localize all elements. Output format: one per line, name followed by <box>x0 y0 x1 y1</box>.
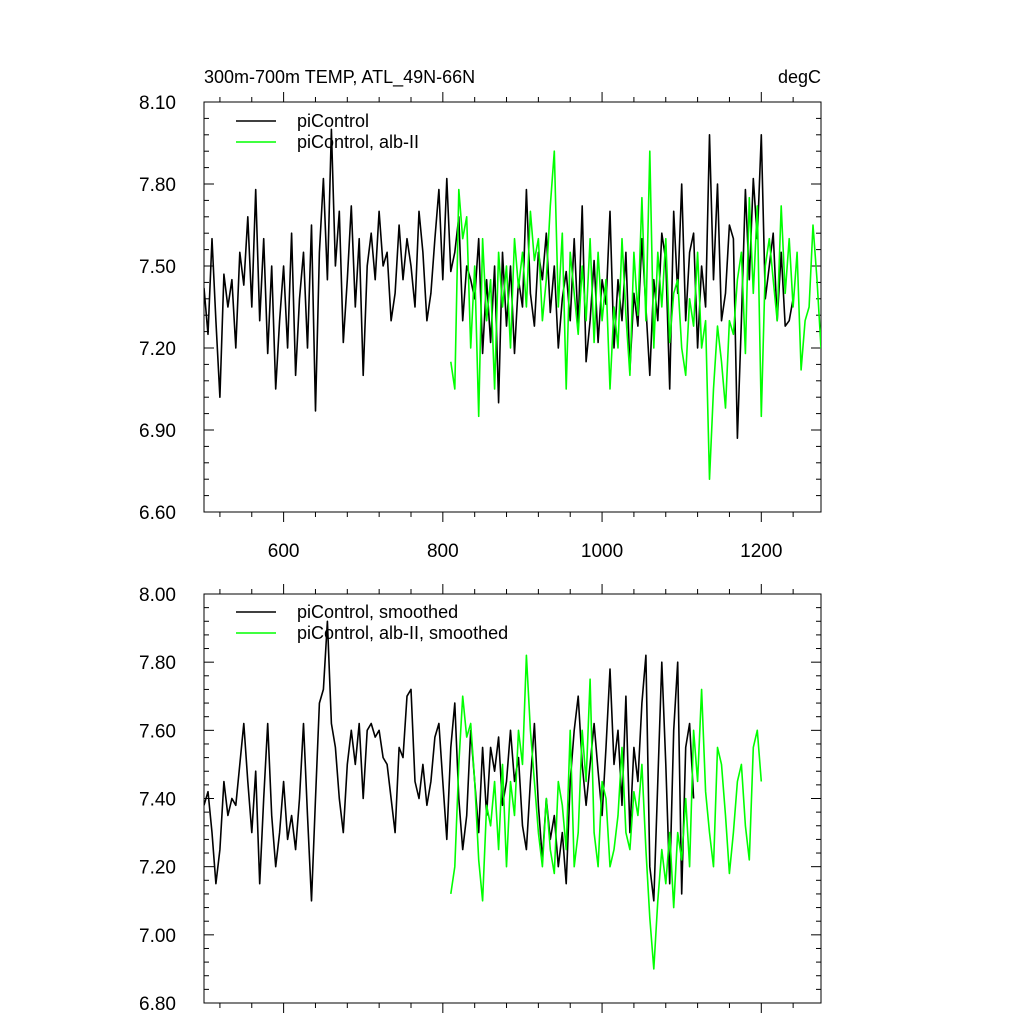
top-panel: 6.60 6.90 7.20 7.50 7.80 8.10 600 800 1000 1200 pi… <box>139 92 822 562</box>
legend-label: piControl, smoothed <box>297 602 458 622</box>
y-tick-label: 7.80 <box>139 175 176 196</box>
y-tick-label: 7.60 <box>139 721 176 742</box>
y-tick-label: 7.80 <box>139 653 176 674</box>
y-tick-label: 7.40 <box>139 790 176 811</box>
y-tick-label: 7.20 <box>139 858 176 879</box>
bottom-panel: 6.80 7.00 7.20 7.40 7.60 7.80 8.00 piControl, s… <box>139 584 822 1015</box>
series-line-alb-ii <box>450 654 763 970</box>
y-tick-label: 8.10 <box>139 93 176 114</box>
series-line-picontrol <box>204 128 794 440</box>
y-tick-label: 6.90 <box>139 421 176 442</box>
x-tick-label: 1200 <box>740 541 782 562</box>
plot-frame <box>203 101 822 513</box>
x-tick-label: 1000 <box>581 541 623 562</box>
legend-label: piControl, alb-II <box>297 132 419 152</box>
y-tick-label: 7.50 <box>139 257 176 278</box>
y-tick-label: 7.20 <box>139 339 176 360</box>
legend-label: piControl, alb-II, smoothed <box>297 623 508 643</box>
y-tick-label: 6.80 <box>139 994 176 1015</box>
x-tick-label: 600 <box>268 541 300 562</box>
series-line-alb-ii <box>450 150 821 481</box>
x-tick-label: 800 <box>427 541 459 562</box>
chart-title: 300m-700m TEMP, ATL_49N-66N <box>204 67 475 88</box>
y-tick-label: 6.60 <box>139 503 176 524</box>
units-label: degC <box>778 67 821 87</box>
series-line-picontrol <box>204 620 695 902</box>
y-tick-label: 7.00 <box>139 926 176 947</box>
legend-label: piControl <box>297 111 369 131</box>
y-tick-label: 8.00 <box>139 585 176 606</box>
